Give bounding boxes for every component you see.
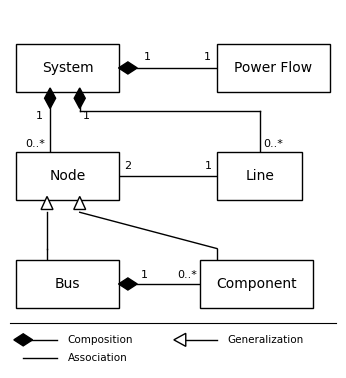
Bar bbox=[16, 152, 119, 200]
Text: Power Flow: Power Flow bbox=[234, 61, 312, 75]
Text: 1: 1 bbox=[205, 161, 212, 172]
Text: 1: 1 bbox=[83, 111, 90, 121]
Bar bbox=[16, 44, 119, 92]
Text: 0..*: 0..* bbox=[25, 139, 45, 149]
Polygon shape bbox=[74, 88, 85, 108]
Text: Node: Node bbox=[49, 169, 85, 183]
Polygon shape bbox=[45, 88, 56, 108]
Polygon shape bbox=[119, 278, 137, 290]
Text: 1: 1 bbox=[203, 53, 210, 62]
Text: 0..*: 0..* bbox=[177, 270, 197, 279]
Text: 0..*: 0..* bbox=[263, 139, 283, 149]
Text: 1: 1 bbox=[36, 111, 43, 121]
Text: 1: 1 bbox=[141, 270, 148, 279]
Text: System: System bbox=[42, 61, 93, 75]
Text: Line: Line bbox=[245, 169, 274, 183]
Text: Component: Component bbox=[216, 277, 297, 291]
Bar bbox=[16, 260, 119, 308]
Text: 2: 2 bbox=[124, 161, 131, 172]
Text: Association: Association bbox=[67, 353, 127, 364]
Bar bbox=[217, 152, 302, 200]
Polygon shape bbox=[14, 334, 33, 346]
Polygon shape bbox=[174, 333, 186, 346]
Bar bbox=[200, 260, 312, 308]
Bar bbox=[217, 44, 330, 92]
Text: Bus: Bus bbox=[55, 277, 80, 291]
Text: 1: 1 bbox=[144, 53, 151, 62]
Polygon shape bbox=[41, 197, 53, 209]
Polygon shape bbox=[74, 197, 86, 209]
Text: Composition: Composition bbox=[67, 335, 133, 345]
Polygon shape bbox=[119, 62, 137, 74]
Text: Generalization: Generalization bbox=[227, 335, 304, 345]
